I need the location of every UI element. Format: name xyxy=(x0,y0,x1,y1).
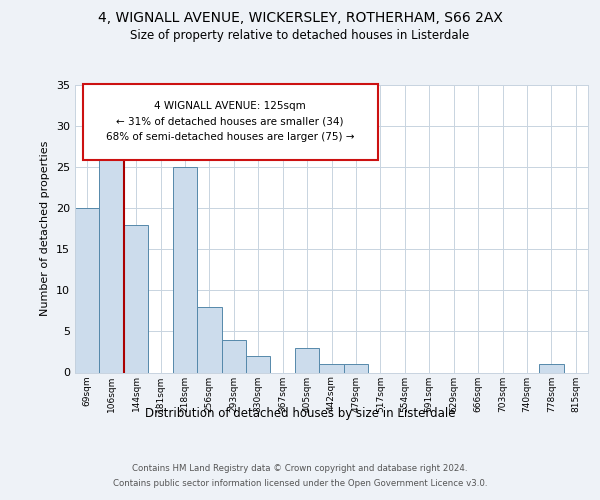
Text: Contains public sector information licensed under the Open Government Licence v3: Contains public sector information licen… xyxy=(113,479,487,488)
Bar xyxy=(246,356,271,372)
Text: Contains HM Land Registry data © Crown copyright and database right 2024.: Contains HM Land Registry data © Crown c… xyxy=(132,464,468,473)
Bar xyxy=(124,224,148,372)
Text: 4, WIGNALL AVENUE, WICKERSLEY, ROTHERHAM, S66 2AX: 4, WIGNALL AVENUE, WICKERSLEY, ROTHERHAM… xyxy=(98,11,502,25)
Text: 4 WIGNALL AVENUE: 125sqm
← 31% of detached houses are smaller (34)
68% of semi-d: 4 WIGNALL AVENUE: 125sqm ← 31% of detach… xyxy=(106,102,355,142)
Bar xyxy=(295,348,319,372)
Bar xyxy=(173,167,197,372)
Bar xyxy=(100,142,124,372)
FancyBboxPatch shape xyxy=(83,84,377,160)
Y-axis label: Number of detached properties: Number of detached properties xyxy=(40,141,50,316)
Text: Size of property relative to detached houses in Listerdale: Size of property relative to detached ho… xyxy=(130,29,470,42)
Bar xyxy=(221,340,246,372)
Bar xyxy=(539,364,563,372)
Bar xyxy=(319,364,344,372)
Text: Distribution of detached houses by size in Listerdale: Distribution of detached houses by size … xyxy=(145,408,455,420)
Bar xyxy=(75,208,100,372)
Bar xyxy=(344,364,368,372)
Bar xyxy=(197,307,221,372)
